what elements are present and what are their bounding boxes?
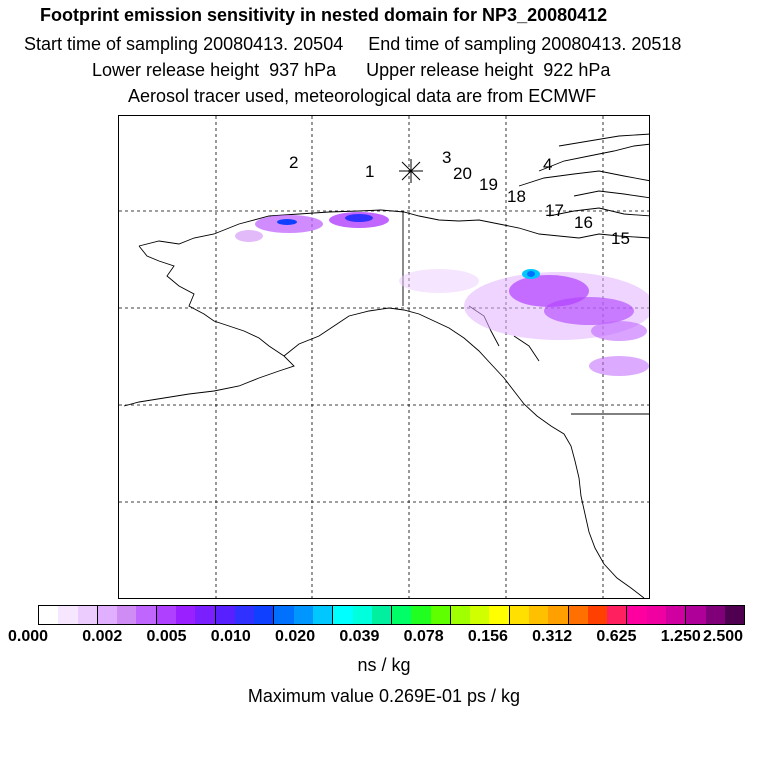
colorbar-swatch xyxy=(333,606,353,624)
colorbar-swatch xyxy=(430,606,451,624)
colorbar-swatch xyxy=(489,606,510,624)
colorbar-tick-label: 0.078 xyxy=(403,628,444,645)
colorbar-swatch xyxy=(411,606,431,624)
footprint-field xyxy=(235,212,649,376)
colorbar-swatch xyxy=(509,606,530,624)
colorbar xyxy=(38,605,745,625)
colorbar-tick-label: 0.156 xyxy=(467,628,508,645)
release-point-asterisk-icon xyxy=(399,159,423,183)
colorbar-tick-label: 0.020 xyxy=(275,628,316,645)
colorbar-tick-label: 0.010 xyxy=(210,628,251,645)
colorbar-swatch xyxy=(136,606,157,624)
colorbar-swatch xyxy=(470,606,490,624)
colorbar-swatch xyxy=(254,606,275,624)
colorbar-swatch xyxy=(392,606,412,624)
colorbar-swatch xyxy=(548,606,569,624)
colorbar-tick-label: 0.002 xyxy=(82,628,123,645)
colorbar-tick-labels: 0.000 0.002 0.005 0.010 0.020 0.039 0.078 0.156… xyxy=(0,626,768,656)
maximum-value-text: Maximum value 0.269E-01 ps / kg xyxy=(247,686,521,706)
colorbar-swatch xyxy=(568,606,588,624)
colorbar-swatch xyxy=(686,606,706,624)
colorbar-swatch xyxy=(450,606,471,624)
coastline xyxy=(123,133,649,598)
colorbar-swatch xyxy=(195,606,216,624)
colorbar-swatch xyxy=(724,606,745,624)
trajectory-label: 15 xyxy=(611,229,630,248)
colorbar-swatch xyxy=(607,606,628,624)
colorbar-swatch xyxy=(175,606,196,624)
map-canvas: 2 1 3 20 19 18 4 17 16 15 xyxy=(119,116,649,598)
trajectory-label: 1 xyxy=(365,162,374,181)
colorbar-swatch xyxy=(97,606,118,624)
trajectory-labels: 2 1 3 20 19 18 4 17 16 15 xyxy=(289,148,630,248)
tracer-info-line: Aerosol tracer used, meteorological data… xyxy=(128,86,597,106)
trajectory-label: 20 xyxy=(453,164,472,183)
colorbar-swatch xyxy=(215,606,235,624)
colorbar-tick-label: 0.039 xyxy=(339,628,380,645)
colorbar-swatch xyxy=(274,606,294,624)
grid-lines xyxy=(119,116,649,598)
colorbar-swatch xyxy=(529,606,549,624)
colorbar-swatch xyxy=(234,606,255,624)
trajectory-label: 16 xyxy=(574,213,593,232)
colorbar-swatch xyxy=(77,606,98,624)
colorbar-tick-label: 0.312 xyxy=(532,628,573,645)
colorbar-swatch xyxy=(156,606,176,624)
trajectory-label: 18 xyxy=(507,187,526,206)
trajectory-label: 19 xyxy=(479,175,498,194)
colorbar-swatch xyxy=(39,606,59,624)
colorbar-units: ns / kg xyxy=(357,655,411,675)
colorbar-swatch xyxy=(705,606,725,624)
colorbar-swatch xyxy=(666,606,687,624)
map-title: Footprint emission sensitivity in nested… xyxy=(40,5,608,25)
trajectory-label: 4 xyxy=(543,155,552,174)
colorbar-tick-label: 0.625 xyxy=(596,628,637,645)
trajectory-label: 17 xyxy=(545,201,564,220)
release-height-line: Lower release height 937 hPa Upper relea… xyxy=(92,60,611,80)
colorbar-swatch xyxy=(371,606,393,624)
colorbar-swatch xyxy=(646,606,666,624)
colorbar-swatch xyxy=(587,606,608,624)
trajectory-label: 2 xyxy=(289,153,298,172)
colorbar-swatch xyxy=(352,606,372,624)
sampling-time-line: Start time of sampling 20080413. 20504 E… xyxy=(24,34,682,54)
colorbar-swatch xyxy=(293,606,313,624)
trajectory-label: 3 xyxy=(442,148,451,167)
colorbar-swatch xyxy=(58,606,78,624)
colorbar-tick-label: 2.500 xyxy=(702,628,744,645)
colorbar-tick-label: 1.250 xyxy=(660,628,701,645)
colorbar-swatch xyxy=(312,606,334,624)
colorbar-swatch xyxy=(627,606,647,624)
colorbar-tick-label: 0.000 xyxy=(7,628,49,645)
map-panel: 2 1 3 20 19 18 4 17 16 15 xyxy=(118,115,650,599)
colorbar-swatch xyxy=(117,606,137,624)
colorbar-tick-label: 0.005 xyxy=(146,628,187,645)
